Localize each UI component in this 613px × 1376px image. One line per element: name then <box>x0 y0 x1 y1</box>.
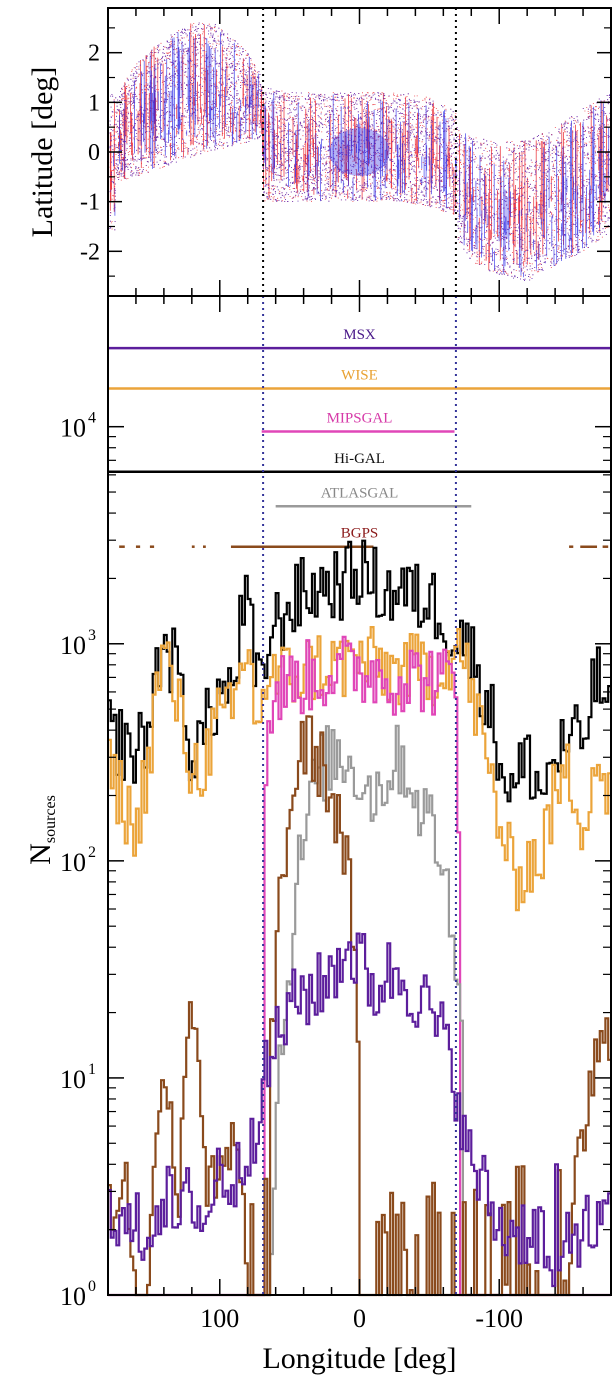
scatter-series-blue <box>109 22 611 281</box>
xtick-label: 100 <box>200 1304 239 1333</box>
panel-frames <box>107 7 612 1296</box>
histogram-bgps <box>108 715 611 1297</box>
ylabel-bottom-main: N <box>24 843 57 865</box>
ytick-label-bottom-base: 10 <box>60 1282 86 1311</box>
ylabel-bottom: Nsources <box>24 795 59 865</box>
ytick-label-bottom-exponent: 2 <box>88 844 96 861</box>
survey-label-atlasgal: ATLASGAL <box>321 485 399 501</box>
ytick-label-bottom-base: 10 <box>60 1065 86 1094</box>
xtick-label: -100 <box>475 1304 523 1333</box>
survey-range-wise: WISE <box>108 367 611 390</box>
ytick-label-bottom-exponent: 1 <box>88 1061 96 1078</box>
histogram-msx <box>108 932 611 1288</box>
survey-label-hi-gal: Hi-GAL <box>334 451 385 467</box>
latitude-panel: 2 1 0 -1 -2 <box>80 22 611 281</box>
survey-label-mipsgal: MIPSGAL <box>327 411 393 427</box>
bottom-frame <box>107 295 612 1296</box>
ytick-label-bottom-base: 10 <box>60 414 86 443</box>
ytick-label-bottom-exponent: 4 <box>88 410 96 427</box>
histogram-hi-gal <box>108 539 611 803</box>
ytick-label-bottom-exponent: 0 <box>88 1278 96 1295</box>
ytick-label-top: 0 <box>88 140 100 166</box>
ytick-label-bottom-base: 10 <box>60 631 86 660</box>
xtick-label: 0 <box>353 1304 366 1333</box>
axis-labels: Latitude [deg] Nsources Longitude [deg] <box>24 67 457 1375</box>
survey-range-bgps: BGPS <box>119 526 609 548</box>
scatter-points <box>109 22 611 281</box>
ytick-label-bottom-exponent: 3 <box>88 627 96 644</box>
ytick-label-top: -2 <box>80 239 100 265</box>
ylabel-top: Latitude [deg] <box>26 67 59 238</box>
ytick-label-top: -1 <box>80 190 100 216</box>
survey-label-msx: MSX <box>343 327 376 343</box>
ytick-label-top: 1 <box>88 90 100 116</box>
survey-range-mipsgal: MIPSGAL <box>261 411 455 433</box>
ytick-label-top: 2 <box>88 41 100 67</box>
survey-range-atlasgal: ATLASGAL <box>275 485 472 508</box>
region-dividers <box>262 8 457 1295</box>
survey-label-bgps: BGPS <box>341 526 379 542</box>
survey-range-hi-gal: Hi-GAL <box>108 451 611 474</box>
xlabel: Longitude [deg] <box>262 1342 456 1375</box>
survey-label-wise: WISE <box>341 367 378 383</box>
ylabel-bottom-subscript: sources <box>42 795 59 843</box>
ytick-label-bottom-base: 10 <box>60 848 86 877</box>
survey-range-msx: MSX <box>108 327 611 350</box>
scatter-core <box>329 128 390 176</box>
